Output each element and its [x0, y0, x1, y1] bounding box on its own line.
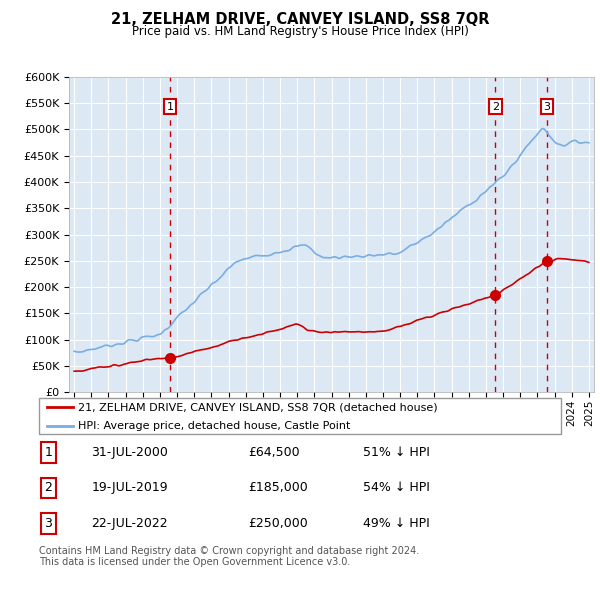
Text: 21, ZELHAM DRIVE, CANVEY ISLAND, SS8 7QR (detached house): 21, ZELHAM DRIVE, CANVEY ISLAND, SS8 7QR… [78, 402, 438, 412]
Text: 54% ↓ HPI: 54% ↓ HPI [362, 481, 430, 494]
Text: 3: 3 [544, 101, 550, 112]
Text: 51% ↓ HPI: 51% ↓ HPI [362, 446, 430, 459]
Text: 1: 1 [44, 446, 52, 459]
Text: 2: 2 [492, 101, 499, 112]
Text: 19-JUL-2019: 19-JUL-2019 [91, 481, 168, 494]
Text: Price paid vs. HM Land Registry's House Price Index (HPI): Price paid vs. HM Land Registry's House … [131, 25, 469, 38]
Text: 3: 3 [44, 517, 52, 530]
Text: 22-JUL-2022: 22-JUL-2022 [91, 517, 168, 530]
Text: 31-JUL-2000: 31-JUL-2000 [91, 446, 168, 459]
Text: Contains HM Land Registry data © Crown copyright and database right 2024.
This d: Contains HM Land Registry data © Crown c… [39, 546, 419, 568]
Text: £64,500: £64,500 [248, 446, 299, 459]
Text: HPI: Average price, detached house, Castle Point: HPI: Average price, detached house, Cast… [78, 421, 350, 431]
Text: 21, ZELHAM DRIVE, CANVEY ISLAND, SS8 7QR: 21, ZELHAM DRIVE, CANVEY ISLAND, SS8 7QR [111, 12, 489, 27]
Text: 49% ↓ HPI: 49% ↓ HPI [362, 517, 430, 530]
Text: £250,000: £250,000 [248, 517, 308, 530]
Text: £185,000: £185,000 [248, 481, 308, 494]
Text: 2: 2 [44, 481, 52, 494]
Text: 1: 1 [166, 101, 173, 112]
